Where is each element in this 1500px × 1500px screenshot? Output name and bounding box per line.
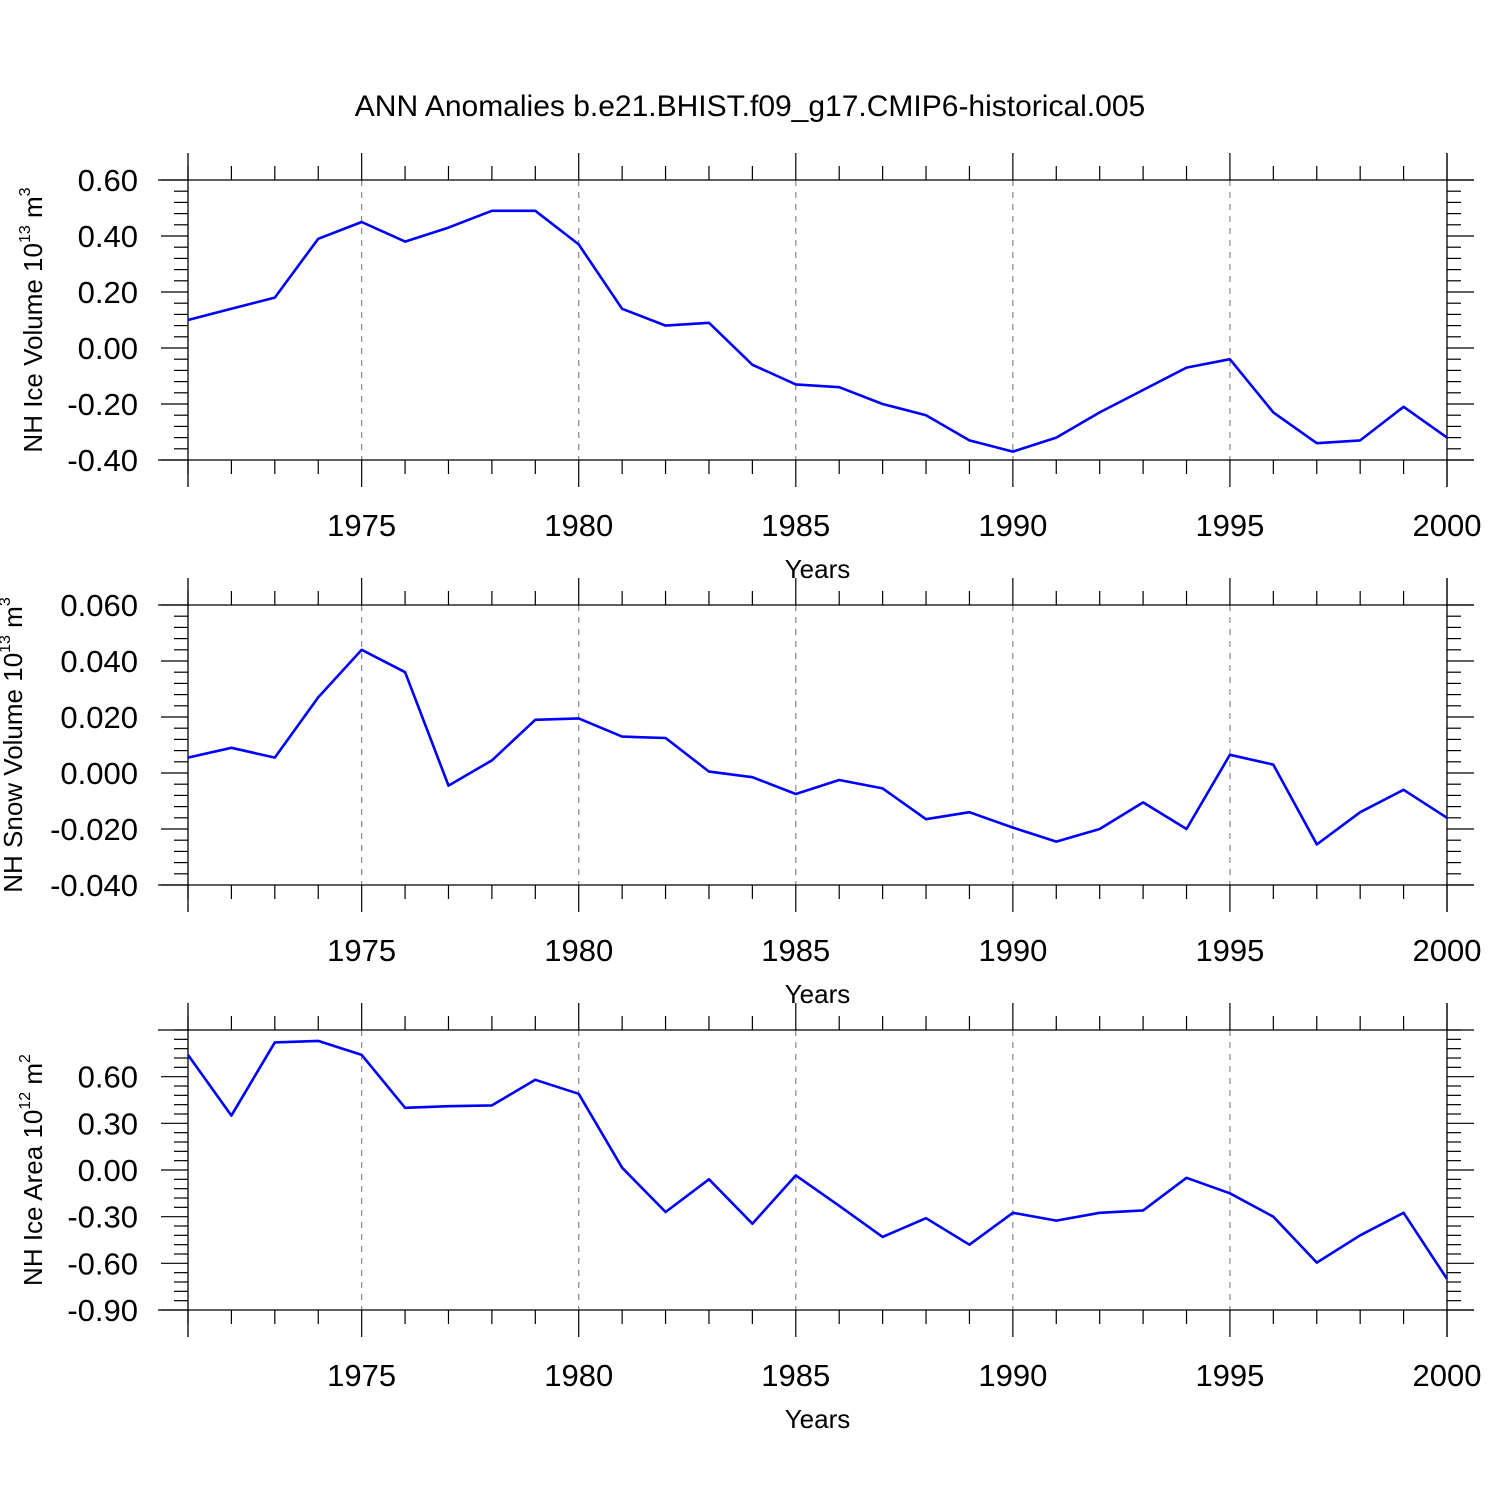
- series-line: [187, 209, 1448, 453]
- y-tick-label: 0.60: [78, 163, 138, 198]
- x-tick-label: 1990: [978, 508, 1047, 543]
- x-tick-label: 1975: [327, 933, 396, 968]
- y-tick-label: 0.060: [60, 588, 138, 623]
- y-tick-label: -0.40: [67, 443, 138, 478]
- x-tick-label: 1985: [761, 1358, 830, 1393]
- x-tick-label: 2000: [1413, 1358, 1482, 1393]
- x-axis-label: Years: [785, 554, 851, 584]
- panel-ice-area: -0.90 -0.60 -0.30 0.00 0.30 0.60 1975 1980 1985 1…: [17, 1003, 1481, 1434]
- x-tick-label: 2000: [1413, 933, 1482, 968]
- x-tick-label: 1990: [978, 933, 1047, 968]
- panel-snow-volume: -0.040 -0.020 0.000 0.020 0.040 0.060 1975 1980…: [0, 578, 1481, 1009]
- y-tick-label: 0.60: [78, 1060, 138, 1095]
- x-tick-label: 1980: [544, 508, 613, 543]
- series-line: [187, 648, 1448, 846]
- panel-ice-volume: -0.40 -0.20 0.00 0.20 0.40 0.60 1975 1980 1985 19…: [17, 153, 1481, 584]
- y-tick-label: -0.90: [67, 1293, 138, 1328]
- x-tick-label: 1980: [544, 1358, 613, 1393]
- y-tick-label: 0.00: [78, 331, 138, 366]
- y-tick-label: 0.000: [60, 756, 138, 791]
- x-tick-label: 1985: [761, 933, 830, 968]
- y-axis-label: NH Snow Volume 1013 m3: [0, 597, 28, 893]
- y-tick-label: -0.60: [67, 1246, 138, 1281]
- x-axis-label: Years: [785, 979, 851, 1009]
- y-tick-label: -0.20: [67, 387, 138, 422]
- x-tick-label: 1995: [1195, 933, 1264, 968]
- y-tick-label: -0.020: [50, 812, 138, 847]
- y-tick-label: 0.020: [60, 700, 138, 735]
- y-tick-label: 0.40: [78, 219, 138, 254]
- y-tick-label: -0.30: [67, 1200, 138, 1235]
- x-tick-label: 1980: [544, 933, 613, 968]
- x-tick-label: 1975: [327, 1358, 396, 1393]
- x-tick-label: 1985: [761, 508, 830, 543]
- y-tick-label: 0.040: [60, 644, 138, 679]
- panels-group: -0.40 -0.20 0.00 0.20 0.40 0.60 1975 1980 1985 19…: [0, 153, 1481, 1434]
- x-tick-label: 1995: [1195, 1358, 1264, 1393]
- x-tick-label: 1990: [978, 1358, 1047, 1393]
- y-tick-label: 0.20: [78, 275, 138, 310]
- figure-title: ANN Anomalies b.e21.BHIST.f09_g17.CMIP6-…: [355, 90, 1145, 123]
- y-axis-label: NH Ice Volume 1013 m3: [17, 187, 48, 452]
- y-axis-label: NH Ice Area 1012 m2: [17, 1054, 48, 1286]
- series-line: [186, 1039, 1449, 1280]
- y-tick-label: 0.30: [78, 1106, 138, 1141]
- x-axis-label: Years: [785, 1404, 851, 1434]
- y-tick-label: -0.040: [50, 868, 138, 903]
- x-tick-label: 1975: [327, 508, 396, 543]
- y-tick-label: 0.00: [78, 1153, 138, 1188]
- x-tick-label: 2000: [1413, 508, 1482, 543]
- x-tick-label: 1995: [1195, 508, 1264, 543]
